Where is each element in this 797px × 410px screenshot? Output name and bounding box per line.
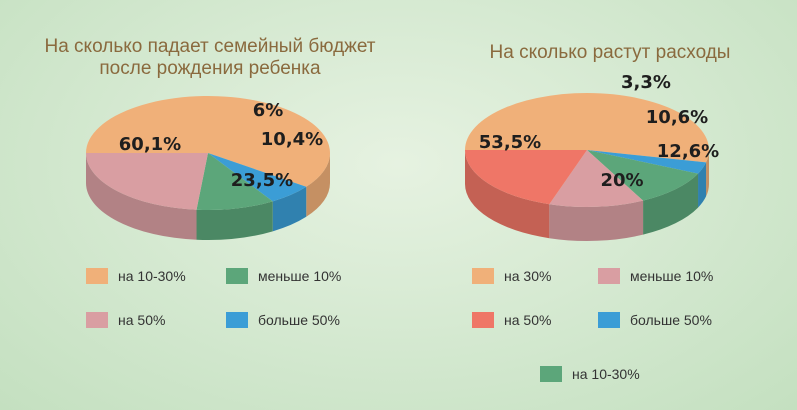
pie-slice-side [549, 200, 644, 241]
pie-slice [587, 150, 707, 174]
pie-slice-side [698, 162, 707, 208]
legend-item: на 50% [86, 312, 165, 328]
slice-value-label: 60,1% [119, 134, 181, 155]
pie-slice [208, 153, 307, 202]
pie-slice [196, 153, 273, 210]
legend-swatch [226, 268, 248, 284]
chart-budget-drop: На сколько падает семейный бюджет после … [44, 36, 376, 328]
slice-value-label: 12,6% [657, 141, 719, 162]
legend-item: меньше 10% [598, 268, 713, 284]
pie-slice-side [306, 153, 330, 217]
legend-label: на 10-30% [118, 268, 186, 284]
slice-value-label: 23,5% [231, 170, 293, 191]
pie-slice-side [272, 186, 307, 232]
legend-item: меньше 10% [226, 268, 341, 284]
slice-value-label: 10,6% [646, 107, 708, 128]
legend-label: меньше 10% [258, 268, 342, 284]
slice-value-label: 6% [253, 100, 284, 121]
slice-value-label: 3,3% [621, 72, 671, 93]
legend-label: на 10-30% [572, 366, 640, 382]
legend-swatch [226, 312, 248, 328]
pie-slice-side [465, 150, 550, 239]
pie-slice [86, 95, 330, 187]
legend-item: на 30% [472, 268, 551, 284]
slice-value-label: 20% [600, 170, 643, 191]
pie-slice [587, 150, 699, 201]
slice-value-label: 10,4% [261, 129, 323, 150]
legend-swatch [472, 268, 494, 284]
legend-swatch [598, 268, 620, 284]
chart-expense-growth: На сколько растут расходы 53,5% 3,3% 10,6%… [400, 0, 797, 410]
legend-item: больше 50% [226, 312, 340, 328]
legend-item: больше 50% [598, 312, 712, 328]
pie-slice [465, 93, 709, 163]
legend-item: на 50% [472, 312, 551, 328]
legend-swatch [540, 366, 562, 382]
legend-swatch [598, 312, 620, 328]
legend-label: на 50% [118, 312, 166, 328]
pie-slice-side [643, 173, 699, 235]
pie-slice [86, 153, 208, 210]
chart-title: На сколько падает семейный бюджет после … [44, 36, 376, 79]
legend-label: больше 50% [630, 312, 712, 328]
pie-slice-side [706, 150, 709, 197]
legend-label: меньше 10% [630, 268, 714, 284]
legend-swatch [86, 312, 108, 328]
pie-slice-side [86, 153, 197, 240]
pie-slice-side [196, 201, 273, 240]
legend-item: на 10-30% [86, 268, 186, 284]
pie-slice [465, 150, 587, 205]
legend-label: больше 50% [258, 312, 340, 328]
legend-swatch [472, 312, 494, 328]
pie-slice [549, 150, 644, 207]
slice-value-label: 53,5% [479, 132, 541, 153]
legend-item: на 10-30% [540, 366, 640, 382]
legend-label: на 30% [504, 268, 552, 284]
legend-label: на 50% [504, 312, 552, 328]
chart-title: На сколько растут расходы [489, 42, 731, 63]
pie-chart: 60,1% 6% 10,4% 23,5% [86, 95, 330, 240]
legend-swatch [86, 268, 108, 284]
pie-chart: 53,5% 3,3% 10,6% 12,6% 20% [465, 72, 719, 241]
